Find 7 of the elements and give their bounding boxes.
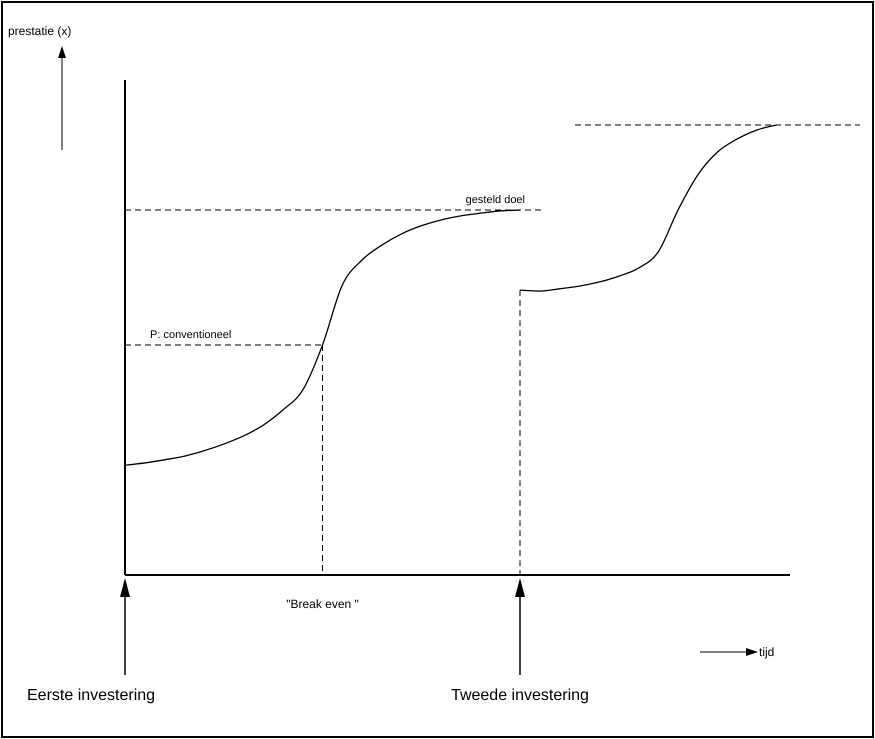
text: prestatie (x) (8, 24, 72, 38)
ref-line-label: P: conventioneel (150, 329, 232, 342)
text: "Break even " (286, 597, 359, 611)
ref-line-label: gesteld doel (466, 194, 525, 206)
text: tijd (759, 645, 774, 659)
text: Tweede investering (451, 687, 589, 704)
text: Eerste investering (27, 687, 156, 704)
